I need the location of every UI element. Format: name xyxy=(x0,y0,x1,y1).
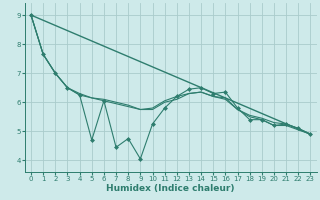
X-axis label: Humidex (Indice chaleur): Humidex (Indice chaleur) xyxy=(107,184,235,193)
